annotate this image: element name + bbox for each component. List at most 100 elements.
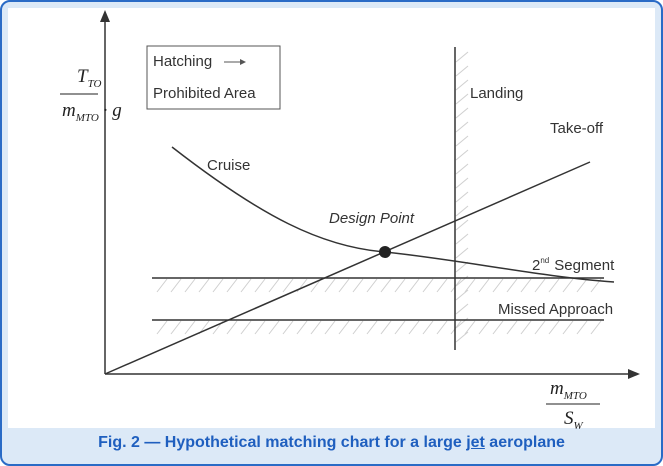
hatch-stroke (352, 278, 364, 293)
hatch-stroke (534, 320, 546, 335)
subscript: TO (88, 78, 102, 90)
hatch-stroke (455, 219, 469, 231)
hatch-stroke (310, 320, 322, 335)
hatch-stroke (170, 278, 182, 293)
hatch-stroke (455, 261, 469, 273)
hatch-stroke (268, 278, 280, 293)
x-axis-arrow (628, 369, 640, 379)
hatch-stroke (478, 320, 490, 335)
hatch-stroke (455, 51, 469, 63)
hatch-stroke (590, 320, 602, 335)
symbol: T (77, 66, 89, 87)
diagram: Hatching Prohibited Area TTO mMTO · g mMT… (8, 8, 655, 432)
takeoff-line (104, 161, 591, 375)
legend-arrow-head (240, 59, 246, 65)
hatch-stroke (254, 320, 266, 335)
hatch-stroke (548, 320, 560, 335)
hatch-stroke (394, 320, 406, 335)
hatch-stroke (380, 278, 392, 293)
hatch-stroke (408, 278, 420, 293)
hatch-stroke (478, 278, 490, 293)
hatch-stroke (455, 121, 469, 133)
legend-box (146, 45, 281, 110)
hatch-stroke (324, 320, 336, 335)
hatch-stroke (506, 278, 518, 293)
plot-background (8, 8, 655, 428)
hatch-stroke (562, 320, 574, 335)
hatch-stroke (268, 320, 280, 335)
hatch-stroke (324, 278, 336, 293)
landing-label: Landing (470, 85, 523, 102)
y-axis-arrow (100, 10, 110, 22)
hatch-stroke (394, 278, 406, 293)
hatch-stroke (282, 278, 294, 293)
hatch-stroke (156, 278, 168, 293)
superscript: nd (540, 256, 549, 265)
x-label-numerator: mMTO (550, 378, 587, 402)
caption-text: Fig. 2 — Hypothetical matching chart for… (98, 434, 467, 451)
hatch-stroke (562, 278, 574, 293)
symbol: S (564, 408, 574, 429)
takeoff-label: Take-off (550, 120, 604, 137)
subscript: W (574, 420, 584, 432)
cruise-label: Cruise (207, 157, 250, 174)
hatch-stroke (455, 247, 469, 259)
hatch-stroke (366, 278, 378, 293)
subscript: MTO (563, 390, 587, 402)
subscript: MTO (75, 112, 99, 124)
x-label-denominator: SW (564, 408, 584, 432)
hatch-stroke (455, 163, 469, 175)
hatch-stroke (548, 278, 560, 293)
caption-text: aeroplane (484, 434, 565, 451)
hatch-stroke (338, 320, 350, 335)
hatch-stroke (380, 320, 392, 335)
second-segment-label: 2nd Segment (532, 256, 615, 274)
y-label-numerator: TTO (77, 66, 101, 90)
hatch-stroke (254, 278, 266, 293)
hatch-stroke (408, 320, 420, 335)
hatch-stroke (296, 320, 308, 335)
y-label-denominator: mMTO · g (62, 100, 122, 124)
hatch-stroke (455, 107, 469, 119)
symbol: m (62, 100, 76, 121)
hatch-stroke (240, 278, 252, 293)
hatch-stroke (576, 278, 588, 293)
hatching (156, 51, 602, 343)
hatch-stroke (520, 278, 532, 293)
design-point-label: Design Point (329, 210, 415, 227)
hatch-stroke (520, 320, 532, 335)
text: Segment (554, 257, 615, 274)
hatch-stroke (156, 320, 168, 335)
hatch-stroke (464, 320, 476, 335)
hatch-stroke (310, 278, 322, 293)
caption-emphasis: jet (466, 434, 485, 451)
hatch-stroke (506, 320, 518, 335)
hatch-stroke (422, 320, 434, 335)
hatch-stroke (455, 191, 469, 203)
suffix: · g (103, 100, 122, 121)
hatch-stroke (170, 320, 182, 335)
hatch-stroke (455, 149, 469, 161)
hatch-stroke (455, 289, 469, 301)
hatch-stroke (212, 278, 224, 293)
hatch-stroke (226, 320, 238, 335)
hatch-stroke (455, 177, 469, 189)
symbol: m (550, 378, 564, 399)
hatch-stroke (455, 331, 469, 343)
hatch-stroke (436, 278, 448, 293)
hatch-stroke (352, 320, 364, 335)
hatch-stroke (366, 320, 378, 335)
hatch-stroke (576, 320, 588, 335)
hatch-stroke (436, 320, 448, 335)
ordinal: 2 (532, 257, 540, 274)
hatch-stroke (492, 320, 504, 335)
hatch-stroke (240, 320, 252, 335)
hatch-stroke (184, 320, 196, 335)
hatch-stroke (492, 278, 504, 293)
hatch-stroke (338, 278, 350, 293)
hatch-stroke (455, 79, 469, 91)
hatch-stroke (422, 278, 434, 293)
legend-title: Hatching (153, 53, 212, 70)
hatch-stroke (455, 233, 469, 245)
